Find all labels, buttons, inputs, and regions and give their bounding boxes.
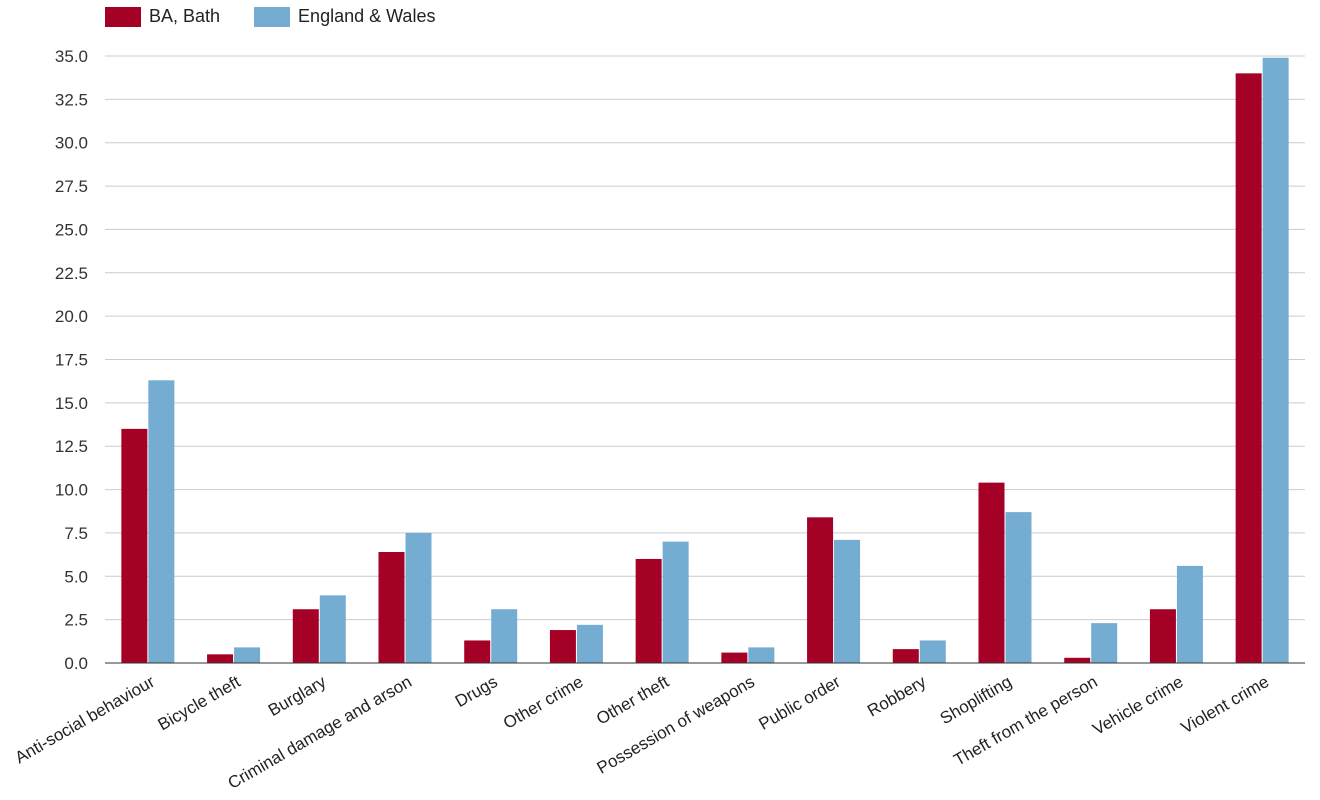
legend-swatch-england-wales	[254, 6, 291, 27]
bar-ba-bath-public-order[interactable]	[807, 517, 834, 663]
y-tick-label: 17.5	[55, 351, 88, 370]
y-tick-label: 10.0	[55, 481, 88, 500]
legend-item-england-wales[interactable]: England & Wales	[254, 6, 435, 27]
bar-ba-bath-criminal-damage-and-arson[interactable]	[378, 552, 405, 663]
x-tick-label-possession-of-weapons: Possession of weapons	[594, 672, 758, 778]
y-tick-label: 25.0	[55, 220, 88, 239]
y-tick-label: 0.0	[64, 654, 88, 673]
bar-england-wales-burglary[interactable]	[319, 595, 346, 663]
y-tick-label: 12.5	[55, 437, 88, 456]
legend: BA, Bath England & Wales	[105, 6, 435, 27]
bar-england-wales-anti-social-behaviour[interactable]	[148, 380, 175, 663]
bar-england-wales-criminal-damage-and-arson[interactable]	[405, 532, 432, 663]
x-tick-label-theft-from-the-person: Theft from the person	[950, 672, 1100, 770]
bar-ba-bath-anti-social-behaviour[interactable]	[121, 428, 148, 663]
bar-ba-bath-bicycle-theft[interactable]	[207, 654, 234, 663]
bar-ba-bath-theft-from-the-person[interactable]	[1064, 657, 1091, 663]
y-tick-label: 27.5	[55, 177, 88, 196]
bar-england-wales-theft-from-the-person[interactable]	[1091, 623, 1118, 663]
x-tick-label-violent-crime: Violent crime	[1178, 672, 1272, 737]
y-tick-label: 2.5	[64, 611, 88, 630]
y-tick-label: 20.0	[55, 307, 88, 326]
bar-england-wales-public-order[interactable]	[834, 539, 861, 663]
bar-ba-bath-vehicle-crime[interactable]	[1149, 609, 1176, 663]
x-tick-label-drugs: Drugs	[452, 672, 501, 711]
legend-item-ba-bath[interactable]: BA, Bath	[105, 6, 220, 27]
x-tick-label-vehicle-crime: Vehicle crime	[1089, 672, 1186, 739]
bar-england-wales-robbery[interactable]	[919, 640, 946, 663]
y-tick-label: 30.0	[55, 134, 88, 153]
bar-england-wales-shoplifting[interactable]	[1005, 512, 1032, 663]
x-tick-label-public-order: Public order	[756, 672, 844, 734]
bar-ba-bath-violent-crime[interactable]	[1235, 73, 1262, 664]
y-tick-label: 5.0	[64, 567, 88, 586]
bar-ba-bath-burglary[interactable]	[292, 609, 319, 663]
legend-label-england-wales: England & Wales	[298, 6, 436, 26]
bar-ba-bath-other-crime[interactable]	[549, 630, 576, 663]
x-tick-label-robbery: Robbery	[864, 672, 930, 721]
y-tick-label: 22.5	[55, 264, 88, 283]
bar-ba-bath-possession-of-weapons[interactable]	[721, 652, 748, 663]
y-axis: 0.0 2.5 5.0 7.5 10.0 12.5 15.0 17.5 20.0 22.5 25.0…	[55, 47, 1305, 673]
bar-england-wales-drugs[interactable]	[491, 609, 518, 663]
y-tick-label: 15.0	[55, 394, 88, 413]
legend-swatch-ba-bath	[105, 6, 141, 27]
x-tick-label-burglary: Burglary	[265, 672, 330, 720]
bar-england-wales-other-theft[interactable]	[662, 541, 689, 663]
x-tick-label-other-theft: Other theft	[593, 672, 672, 729]
bars-layer	[121, 57, 1289, 664]
bar-england-wales-other-crime[interactable]	[576, 624, 603, 663]
y-tick-label: 7.5	[64, 524, 88, 543]
bar-england-wales-violent-crime[interactable]	[1262, 57, 1289, 663]
x-tick-label-other-crime: Other crime	[500, 672, 586, 733]
bar-ba-bath-drugs[interactable]	[464, 640, 491, 663]
legend-label-ba-bath: BA, Bath	[149, 6, 221, 26]
bar-england-wales-vehicle-crime[interactable]	[1176, 565, 1203, 663]
bar-ba-bath-shoplifting[interactable]	[978, 482, 1005, 663]
bar-ba-bath-other-theft[interactable]	[635, 558, 662, 663]
bar-england-wales-bicycle-theft[interactable]	[234, 647, 261, 663]
x-tick-label-anti-social-behaviour: Anti-social behaviour	[12, 672, 158, 768]
bar-ba-bath-robbery[interactable]	[892, 649, 919, 663]
y-tick-label: 32.5	[55, 90, 88, 109]
grid-layer	[105, 55, 1305, 621]
x-tick-label-shoplifting: Shoplifting	[937, 672, 1015, 728]
x-tick-label-bicycle-theft: Bicycle theft	[155, 672, 244, 734]
bar-england-wales-possession-of-weapons[interactable]	[748, 647, 775, 663]
y-tick-label: 35.0	[55, 47, 88, 66]
